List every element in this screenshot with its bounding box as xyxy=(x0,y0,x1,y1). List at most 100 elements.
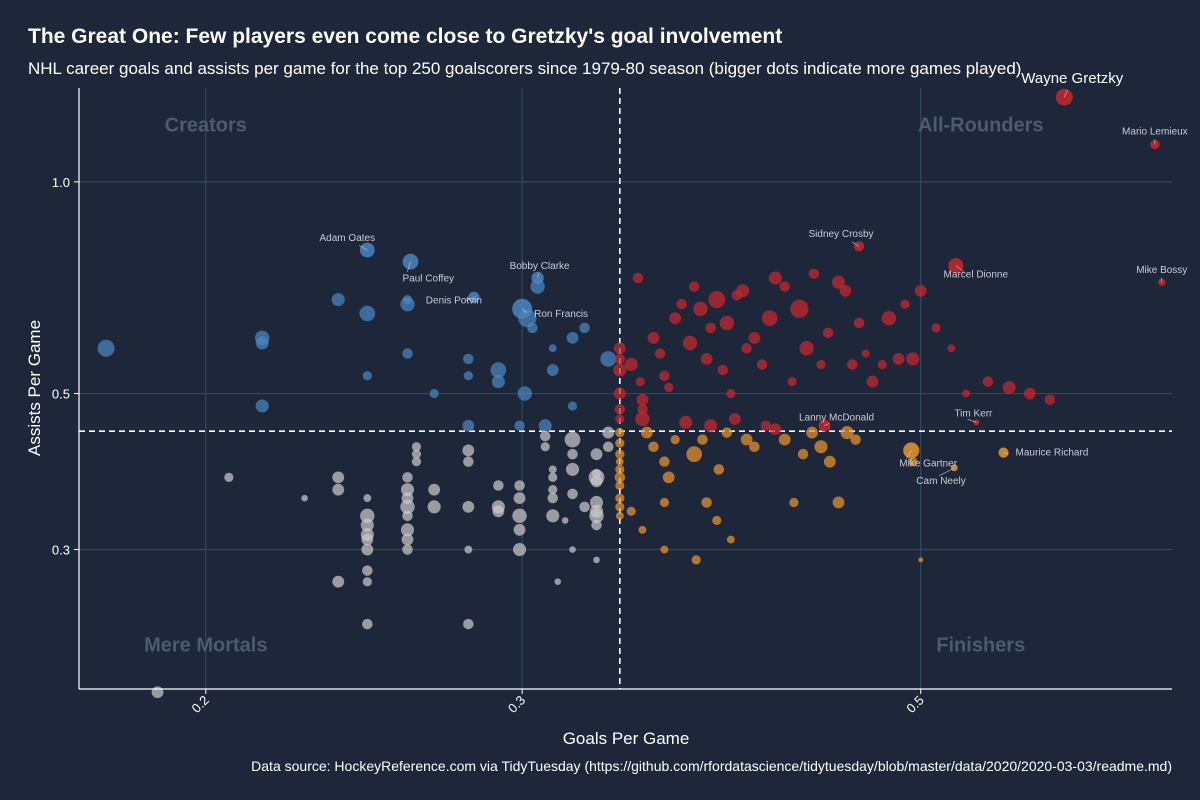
data-point xyxy=(401,533,414,546)
point-label: Mario Lemieux xyxy=(1122,127,1188,138)
data-point xyxy=(846,359,858,370)
data-point xyxy=(615,449,625,459)
data-point xyxy=(255,399,269,413)
data-point xyxy=(463,353,474,365)
data-point xyxy=(900,299,910,309)
data-point xyxy=(332,483,345,496)
data-point xyxy=(360,508,375,524)
data-point xyxy=(664,382,674,393)
data-point xyxy=(760,420,772,431)
data-point xyxy=(648,441,659,453)
data-point xyxy=(908,457,918,467)
point-label: Mike Gartner xyxy=(899,458,957,469)
data-point xyxy=(331,293,345,307)
data-point xyxy=(982,376,994,387)
data-point xyxy=(301,494,308,502)
data-point xyxy=(691,555,701,565)
label-leader-line xyxy=(407,261,411,272)
data-point xyxy=(613,387,626,400)
data-point xyxy=(224,472,234,482)
data-point xyxy=(806,426,818,439)
data-point xyxy=(647,331,660,344)
data-point xyxy=(748,331,761,344)
label-leader-line xyxy=(967,419,977,423)
point-label: Mike Bossy xyxy=(1136,265,1187,276)
data-point xyxy=(831,275,846,289)
data-point xyxy=(615,427,625,438)
label-leader-line xyxy=(851,241,860,247)
data-point xyxy=(429,388,439,399)
chart-caption: Data source: HockeyReference.com via Tid… xyxy=(251,758,1172,774)
data-point xyxy=(462,419,475,432)
data-point xyxy=(947,344,956,353)
data-point xyxy=(361,543,374,556)
data-point xyxy=(840,426,854,440)
data-point xyxy=(635,411,650,427)
data-point xyxy=(637,403,648,415)
data-point xyxy=(787,376,797,387)
data-point xyxy=(579,322,590,334)
data-point xyxy=(799,341,814,356)
data-point xyxy=(546,509,560,523)
data-point xyxy=(548,485,558,495)
quadrant-label: Finishers xyxy=(936,634,1025,656)
data-point xyxy=(822,327,834,339)
label-leader-line xyxy=(521,308,528,314)
data-point xyxy=(632,272,644,284)
y-tick-label: 1.0 xyxy=(52,175,70,190)
data-point xyxy=(682,335,698,351)
data-point xyxy=(789,497,799,508)
label-leader-line xyxy=(1063,89,1068,98)
data-point xyxy=(561,517,569,524)
data-point xyxy=(97,339,115,357)
data-point xyxy=(797,448,809,460)
data-point xyxy=(615,511,624,520)
data-point xyxy=(728,413,741,425)
data-point xyxy=(400,523,415,537)
data-point xyxy=(527,322,538,334)
data-point xyxy=(362,565,373,576)
data-point xyxy=(1002,380,1016,395)
data-point xyxy=(736,284,750,298)
data-point xyxy=(659,456,670,467)
data-point xyxy=(705,322,716,334)
data-point xyxy=(513,492,526,505)
data-point xyxy=(615,502,625,512)
data-point xyxy=(768,271,782,285)
data-point xyxy=(713,464,725,475)
data-point xyxy=(514,480,525,491)
data-point xyxy=(546,364,559,376)
data-point xyxy=(492,505,505,518)
data-point xyxy=(402,348,413,359)
data-point xyxy=(832,496,845,509)
data-point xyxy=(362,577,372,587)
point-label: Marcel Dionne xyxy=(944,270,1009,281)
data-point xyxy=(719,315,735,331)
data-point xyxy=(962,389,971,398)
data-point xyxy=(463,456,474,467)
data-point xyxy=(590,448,603,461)
data-point xyxy=(554,578,562,585)
data-point xyxy=(660,545,669,554)
x-axis-title: Goals Per Game xyxy=(563,729,690,748)
label-leader-line xyxy=(824,422,830,426)
labeled-data-point xyxy=(903,442,920,459)
data-point xyxy=(567,488,578,500)
data-point xyxy=(839,284,852,297)
point-label: Sidney Crosby xyxy=(809,229,874,240)
point-label: Ron Francis xyxy=(534,309,588,320)
data-point xyxy=(332,471,345,484)
data-point xyxy=(569,546,576,553)
point-label: Tim Kerr xyxy=(954,408,993,419)
data-point xyxy=(726,388,736,399)
chart-title: The Great One: Few players even come clo… xyxy=(28,25,782,48)
data-point xyxy=(462,500,475,513)
data-point xyxy=(512,508,527,524)
data-point xyxy=(659,497,670,508)
labeled-data-point xyxy=(1150,139,1160,150)
data-point xyxy=(491,375,505,389)
data-point xyxy=(740,433,753,446)
data-point xyxy=(411,442,422,452)
data-point xyxy=(613,342,626,355)
